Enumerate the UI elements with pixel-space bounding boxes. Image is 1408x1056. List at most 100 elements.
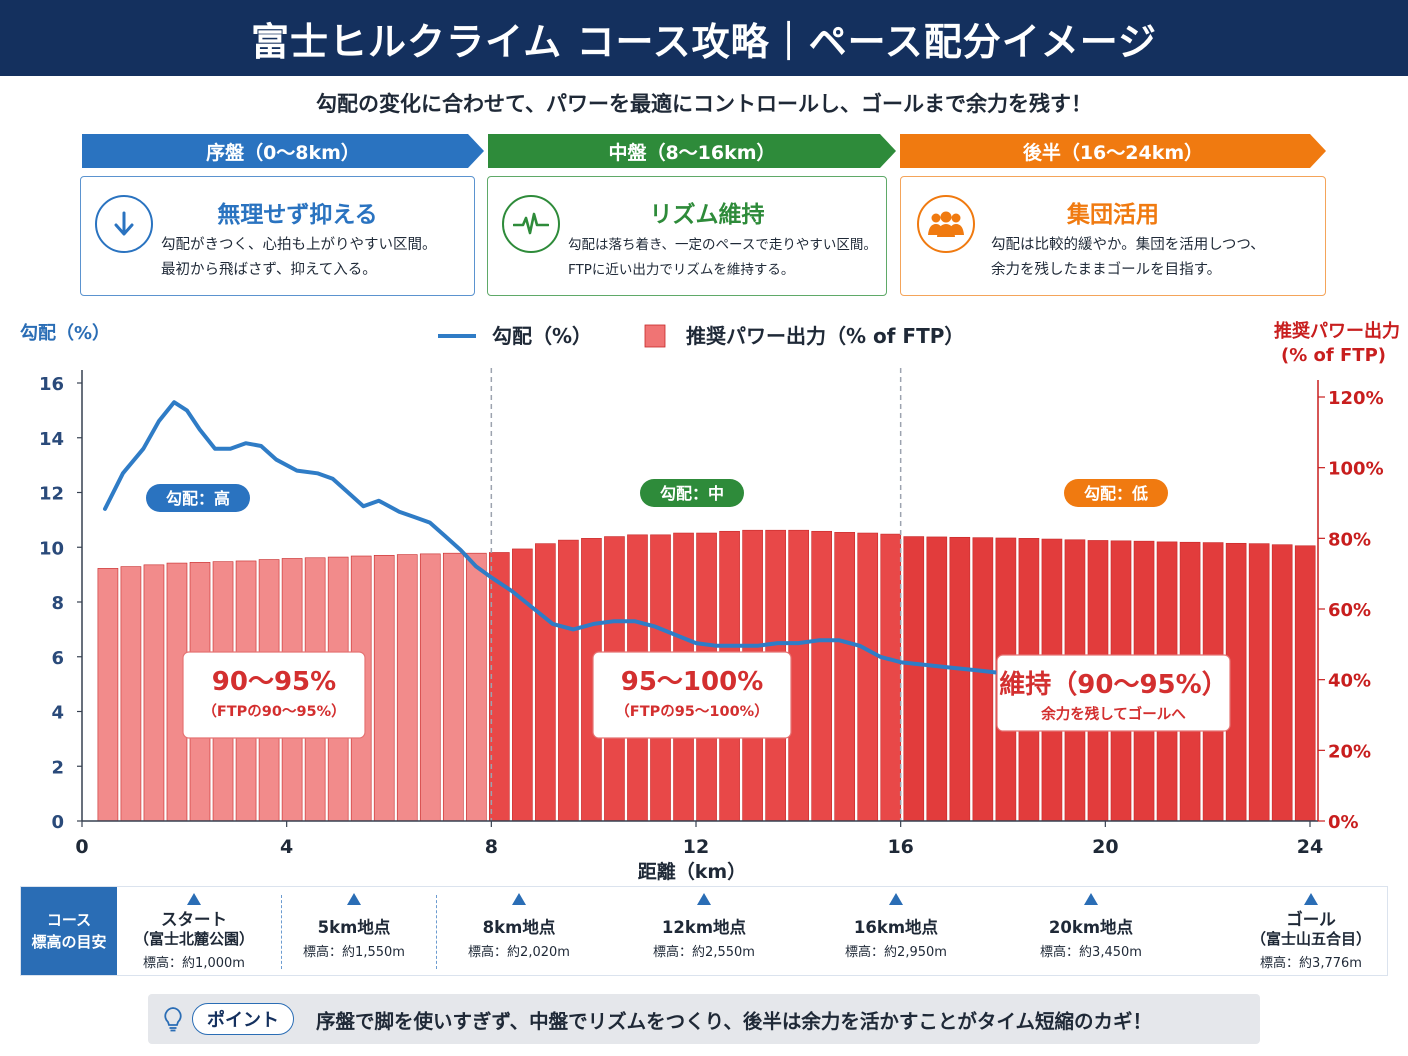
power-bar	[373, 554, 395, 822]
segment-pill-label: 勾配：低	[1084, 484, 1148, 503]
y-left-tick-label: 2	[51, 757, 64, 778]
tip-badge: ポイント	[192, 1003, 294, 1035]
card-line: 勾配は落ち着き、一定のペースで走りやすい区間。	[568, 237, 877, 253]
landmark-elevation: 標高：約1,000m	[143, 956, 245, 971]
landmark-sub: （富士北麓公園）	[133, 930, 254, 948]
power-bar	[788, 529, 809, 822]
segment-pill-label: 勾配：中	[660, 484, 724, 503]
card-title-late: 集団活用	[1067, 202, 1159, 228]
card-line: FTPに近い出力でリズムを維持する。	[568, 262, 795, 278]
page-title: 富士ヒルクライム コース攻略｜ペース配分イメージ	[251, 19, 1157, 64]
card-title-mid: リズム維持	[649, 202, 765, 228]
card-line: 勾配がきつく、心拍も上がりやすい区間。	[161, 237, 437, 253]
card-mid: リズム維持 勾配は落ち着き、一定のペースで走りやすい区間。 FTPに近い出力でリ…	[487, 176, 887, 296]
annotation-value: 95〜100%	[621, 667, 764, 697]
landmark-name: 16km地点	[853, 918, 939, 937]
landmark-8km: 8km地点 標高：約2,020m	[434, 887, 604, 975]
legend-bar-swatch	[644, 324, 666, 348]
segment-pill	[1064, 479, 1168, 507]
annotation-box	[182, 651, 366, 739]
tip-banner: ポイント 序盤で脚を使いすぎず、中盤でリズムをつくり、後半は余力を活かすことがタ…	[148, 994, 1260, 1044]
landmark-elevation: 標高：約3,776m	[1260, 956, 1362, 971]
power-bar	[903, 536, 925, 822]
page-subtitle: 勾配の変化に合わせて、パワーを最適にコントロールし、ゴールまで余力を残す！	[316, 92, 1092, 116]
elevation-label-line1: コース	[46, 911, 92, 929]
landmark-sub: （富士山五合目）	[1250, 930, 1371, 948]
power-bar	[834, 532, 856, 822]
y-right-tick-label: 60%	[1328, 600, 1371, 621]
phase-arrow-mid: 中盤（8〜16km）	[488, 134, 896, 168]
y-right-tick-label: 20%	[1328, 741, 1371, 762]
y-left-tick-label: 4	[51, 703, 64, 724]
landmark-separator	[436, 895, 437, 969]
annotation-box	[592, 651, 792, 739]
triangle-marker-icon	[1304, 893, 1318, 905]
landmark-12km: 12km地点 標高：約2,550m	[619, 887, 789, 975]
y-right-tick-label: 0%	[1328, 812, 1359, 833]
landmark-20km: 20km地点 標高：約3,450m	[1006, 887, 1176, 975]
power-bar	[880, 533, 902, 822]
card-line: 余力を残したままゴールを目指す。	[991, 262, 1222, 278]
y-right-tick-label: 120%	[1328, 388, 1384, 409]
elevation-label-line2: 標高の目安	[31, 933, 107, 951]
y-left-tick-label: 6	[51, 648, 64, 669]
power-bar	[512, 548, 533, 822]
power-bar	[926, 536, 948, 822]
legend-power-label: 推奨パワー出力（% of FTP）	[686, 324, 964, 348]
card-early: 無理せず抑える 勾配がきつく、心拍も上がりやすい区間。 最初から飛ばさず、抑えて…	[80, 176, 475, 296]
card-text-early: 勾配がきつく、心拍も上がりやすい区間。 最初から飛ばさず、抑えて入る。	[161, 233, 466, 283]
power-bar	[465, 552, 487, 822]
phase-label-mid: 中盤（8〜16km）	[608, 141, 776, 164]
triangle-marker-icon	[1084, 893, 1098, 905]
card-late: 集団活用 勾配は比較的緩やか。集団を活用しつつ、 余力を残したままゴールを目指す…	[900, 176, 1326, 296]
landmark-name: ゴール	[1286, 910, 1336, 929]
power-bar	[1294, 545, 1316, 822]
triangle-marker-icon	[347, 893, 361, 905]
y-right-tick-label: 80%	[1328, 529, 1371, 550]
phase-arrow-early: 序盤（0〜8km）	[82, 134, 484, 168]
landmark-goal: ゴール （富士山五合目） 標高：約3,776m	[1226, 887, 1396, 975]
power-bar	[1248, 543, 1270, 822]
legend-gradient-label: 勾配（%）	[492, 324, 592, 348]
page-header: 富士ヒルクライム コース攻略｜ペース配分イメージ	[0, 0, 1408, 76]
landmark-name: 5km地点	[317, 918, 391, 937]
phase-label-early: 序盤（0〜8km）	[206, 141, 360, 164]
landmark-5km: 5km地点 標高：約1,550m	[269, 887, 439, 975]
power-bar	[972, 537, 994, 822]
power-bar	[143, 564, 165, 822]
power-bar	[857, 532, 879, 822]
card-line: 勾配は比較的緩やか。集団を活用しつつ、	[991, 237, 1265, 253]
landmark-name: 20km地点	[1048, 918, 1134, 937]
x-tick-label: 0	[75, 836, 88, 858]
y-left-tick-label: 16	[39, 374, 64, 395]
power-bar	[396, 554, 418, 822]
y-left-tick-label: 14	[39, 429, 64, 450]
power-bar	[120, 566, 142, 822]
landmark-name: 12km地点	[661, 918, 747, 937]
heartbeat-icon	[502, 195, 560, 253]
y-left-tick-label: 8	[51, 593, 64, 614]
chart-axes	[77, 370, 1325, 827]
landmark-name: スタート	[161, 910, 227, 929]
annotation-note: （FTPの90〜95%）	[202, 702, 345, 720]
y-right-axis-title: 推奨パワー出力	[1274, 320, 1400, 342]
power-bar	[442, 552, 464, 822]
card-text-late: 勾配は比較的緩やか。集団を活用しつつ、 余力を残したままゴールを目指す。	[991, 233, 1317, 283]
annotation-note: 余力を残してゴールへ	[1040, 705, 1186, 723]
x-tick-label: 24	[1297, 836, 1323, 858]
y-right-tick-label: 100%	[1328, 459, 1384, 480]
y-left-tick-label: 10	[39, 538, 64, 559]
phase-arrow-late: 後半（16〜24km）	[900, 134, 1326, 168]
elevation-guide-label: コース 標高の目安	[21, 887, 117, 975]
segment-pill	[146, 484, 250, 512]
card-text-mid: 勾配は落ち着き、一定のペースで走りやすい区間。 FTPに近い出力でリズムを維持す…	[568, 233, 878, 283]
segment-pill	[640, 479, 744, 507]
power-bar	[535, 543, 556, 822]
power-bar	[97, 568, 119, 822]
landmark-start: スタート （富士北麓公園） 標高：約1,000m	[109, 887, 279, 975]
landmark-16km: 16km地点 標高：約2,950m	[811, 887, 981, 975]
y-right-tick-label: 40%	[1328, 671, 1371, 692]
y-right-axis-title: (% of FTP)	[1281, 345, 1386, 366]
